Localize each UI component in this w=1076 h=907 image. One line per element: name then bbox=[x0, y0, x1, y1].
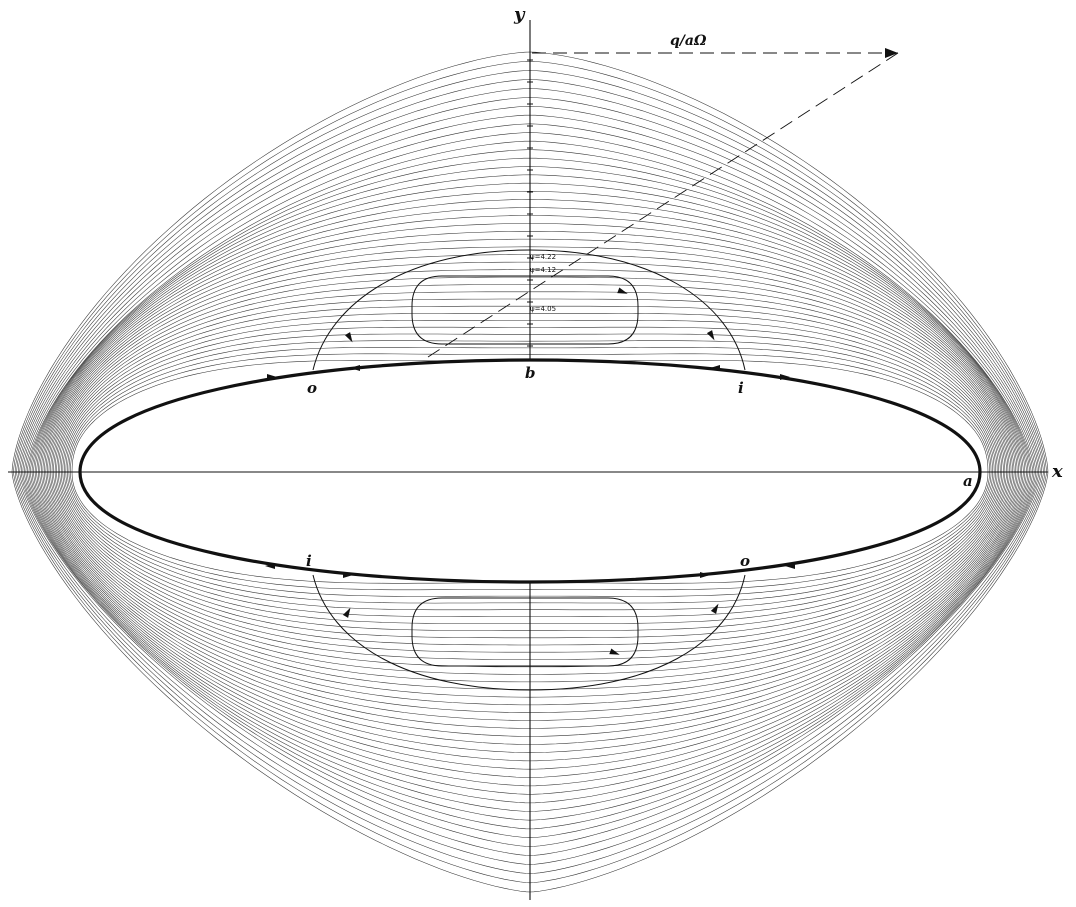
flow-arrow bbox=[609, 648, 620, 655]
inlet-lower-label: i bbox=[306, 552, 312, 570]
y-axis-label: y bbox=[513, 4, 526, 25]
psi-label-422: ψ=4.22 bbox=[530, 253, 556, 261]
flow-arrow bbox=[710, 603, 719, 614]
flow-arrow bbox=[617, 287, 628, 294]
flow-arrow bbox=[350, 365, 360, 371]
flow-arrow bbox=[710, 365, 720, 371]
point-a-label: a bbox=[963, 472, 973, 490]
flow-arrow bbox=[700, 572, 710, 578]
x-axis-label: x bbox=[1051, 461, 1063, 482]
flow-direction-arrows bbox=[265, 287, 795, 655]
velocity-indicator bbox=[427, 48, 899, 358]
upper-separatrix bbox=[312, 249, 746, 371]
lower-eddy bbox=[411, 597, 639, 667]
upper-eddy bbox=[411, 275, 639, 345]
closed-eddy-streamlines bbox=[312, 249, 746, 691]
flow-arrow bbox=[265, 563, 275, 569]
velocity-arrowhead bbox=[885, 48, 898, 58]
flow-arrow bbox=[343, 572, 353, 578]
dashed-radial-line bbox=[427, 52, 899, 358]
body-outline bbox=[78, 358, 982, 584]
flow-arrow bbox=[267, 374, 277, 380]
point-b-label: b bbox=[525, 364, 536, 382]
outlet-lower-label: o bbox=[740, 552, 750, 570]
flow-arrow bbox=[706, 330, 715, 341]
velocity-label: q/aΩ bbox=[670, 33, 707, 49]
flow-arrow bbox=[342, 607, 351, 618]
outlet-upper-label: o bbox=[307, 379, 317, 397]
flow-arrow bbox=[785, 563, 795, 569]
flow-arrow bbox=[344, 332, 353, 343]
inlet-upper-label: i bbox=[738, 379, 744, 397]
flow-arrow bbox=[780, 374, 790, 380]
elliptic-body bbox=[78, 358, 982, 584]
psi-label-412: ψ=4.12 bbox=[530, 266, 556, 274]
lower-separatrix bbox=[312, 574, 746, 691]
psi-label-405: ψ=4.05 bbox=[530, 305, 556, 313]
